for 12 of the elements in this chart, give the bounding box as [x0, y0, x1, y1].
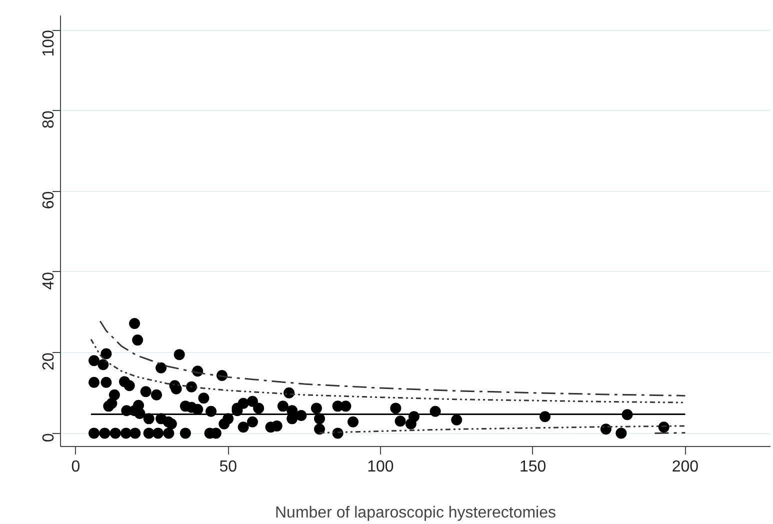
y-tick-label: 60 [40, 191, 58, 210]
y-tick-label: 40 [40, 272, 58, 290]
x-tick-label: 0 [71, 458, 80, 476]
y-tick-label: 20 [40, 352, 58, 370]
x-axis-title: Number of laparoscopic hysterectomies [274, 504, 556, 522]
y-tick-label: 80 [40, 110, 58, 128]
x-tick-label: 150 [519, 458, 546, 476]
y-tick-label: 0 [40, 433, 58, 442]
x-tick-label: 100 [367, 458, 394, 476]
x-tick-label: 50 [219, 458, 238, 476]
x-tick-label: 200 [672, 458, 699, 476]
y-tick-label: 100 [40, 30, 58, 57]
